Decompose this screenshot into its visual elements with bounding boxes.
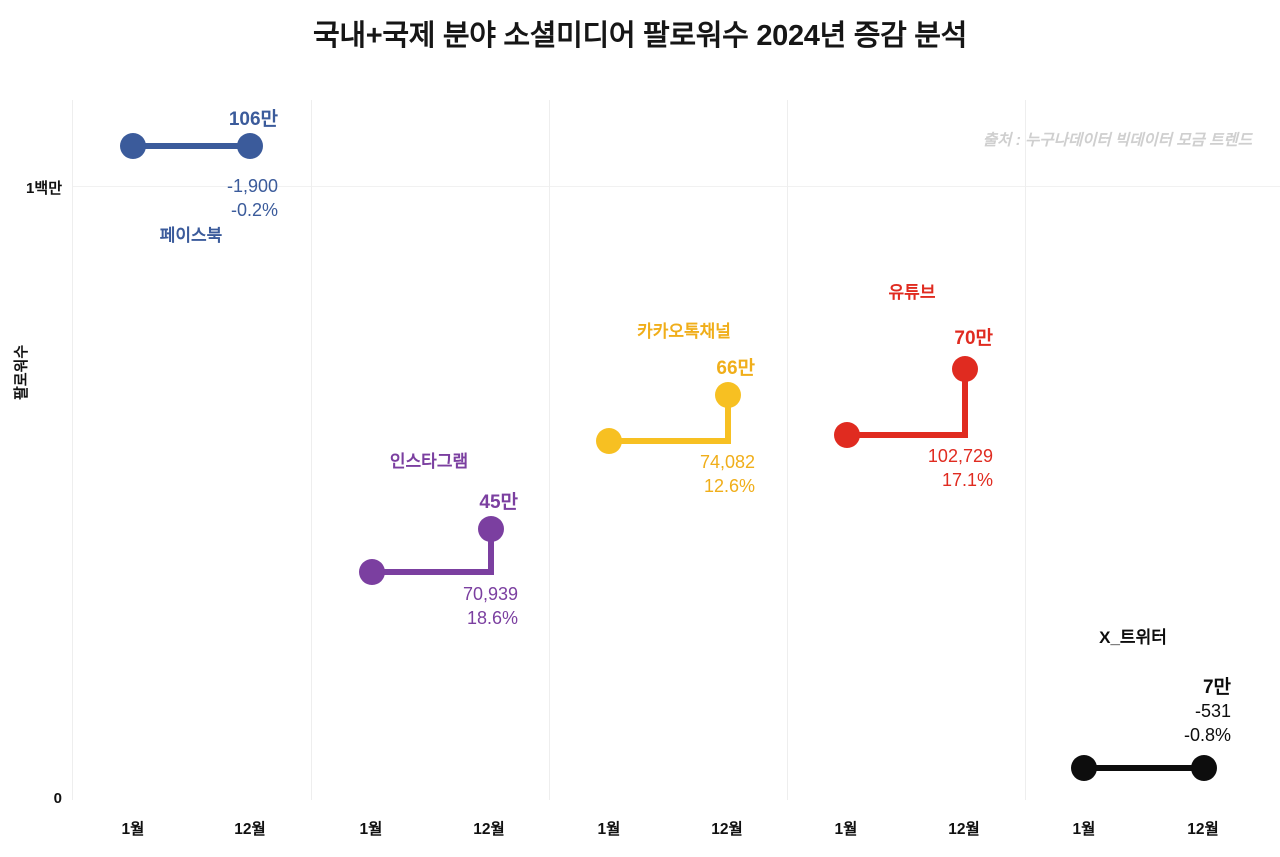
- x-tick-p1-dec: 12월: [234, 821, 266, 838]
- x-tick-p5-dec: 12월: [1187, 821, 1219, 838]
- series-label-kakao: 카카오톡채널: [637, 322, 731, 341]
- datapoint-youtube-dec: [952, 356, 978, 382]
- delta-pct-x-twitter: -0.8%: [1183, 725, 1231, 745]
- delta-pct-instagram: 18.6%: [466, 608, 518, 628]
- panel-separator-3: [787, 100, 788, 800]
- x-tick-p3-dec: 12월: [711, 821, 743, 838]
- datapoint-facebook-dec: [237, 133, 263, 159]
- series-label-youtube: 유튜브: [888, 283, 936, 302]
- connector-facebook: [133, 143, 250, 149]
- datapoint-x-twitter-jan: [1071, 755, 1097, 781]
- delta-abs-kakao: 74,082: [699, 452, 755, 472]
- endvalue-x-twitter: 7만: [1202, 677, 1231, 698]
- series-label-instagram: 인스타그램: [389, 452, 469, 471]
- datapoint-kakao-jan: [596, 428, 622, 454]
- panel-separator-4: [1025, 100, 1026, 800]
- x-tick-p3-jan: 1월: [597, 821, 621, 838]
- source-note: 출처 : 누구나데이터 빅데이터 모금 트렌드: [982, 132, 1252, 149]
- delta-pct-youtube: 17.1%: [941, 470, 993, 490]
- y-axis-title: 팔로워수: [13, 344, 30, 400]
- x-tick-p2-dec: 12월: [473, 821, 505, 838]
- delta-pct-kakao: 12.6%: [703, 476, 755, 496]
- datapoint-instagram-dec: [478, 516, 504, 542]
- delta-abs-x-twitter: -531: [1194, 701, 1231, 721]
- x-tick-p2-jan: 1월: [359, 821, 383, 838]
- y-tick-0: 0: [53, 790, 62, 807]
- y-tick-1000000: 1백만: [26, 180, 62, 197]
- panel-separator-0: [72, 100, 73, 800]
- delta-abs-facebook: -1,900: [226, 176, 278, 196]
- gridline-1m: [72, 186, 1280, 187]
- datapoint-x-twitter-dec: [1191, 755, 1217, 781]
- connector-instagram-v: [488, 529, 494, 575]
- x-tick-p4-jan: 1월: [834, 821, 858, 838]
- delta-pct-facebook: -0.2%: [230, 200, 278, 220]
- x-tick-p4-dec: 12월: [948, 821, 980, 838]
- panel-separator-1: [311, 100, 312, 800]
- chart-title: 국내+국제 분야 소셜미디어 팔로워수 2024년 증감 분석: [312, 20, 968, 52]
- connector-instagram-h: [371, 569, 494, 575]
- endvalue-facebook: 106만: [228, 109, 278, 130]
- connector-youtube-h: [846, 432, 968, 438]
- x-tick-p5-jan: 1월: [1072, 821, 1096, 838]
- endvalue-youtube: 70만: [954, 328, 993, 349]
- endvalue-instagram: 45만: [479, 492, 518, 513]
- datapoint-facebook-jan: [120, 133, 146, 159]
- x-tick-p1-jan: 1월: [121, 821, 145, 838]
- connector-kakao-h: [608, 438, 731, 444]
- series-label-x-twitter: X_트위터: [1099, 628, 1167, 647]
- datapoint-kakao-dec: [715, 382, 741, 408]
- datapoint-youtube-jan: [834, 422, 860, 448]
- datapoint-instagram-jan: [359, 559, 385, 585]
- connector-youtube-v: [962, 369, 968, 438]
- connector-x-twitter: [1084, 765, 1204, 771]
- delta-abs-youtube: 102,729: [927, 446, 993, 466]
- connector-kakao-v: [725, 395, 731, 444]
- series-label-facebook: 페이스북: [159, 226, 223, 245]
- panel-separator-2: [549, 100, 550, 800]
- endvalue-kakao: 66만: [716, 358, 755, 379]
- delta-abs-instagram: 70,939: [462, 584, 518, 604]
